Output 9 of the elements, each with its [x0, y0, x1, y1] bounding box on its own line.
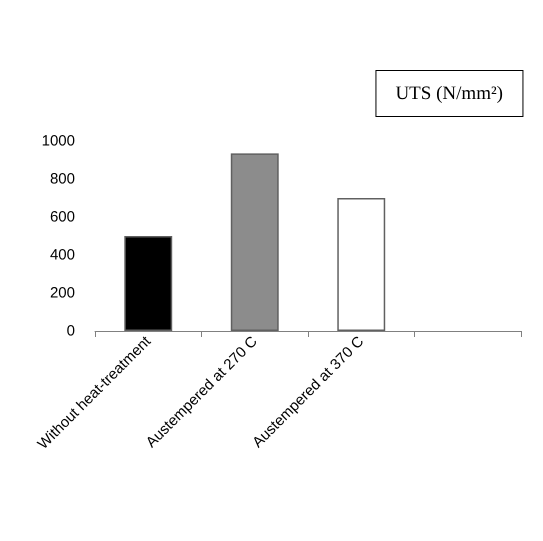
y-tick-label: 600 [50, 208, 75, 226]
y-tick-label: 400 [50, 246, 75, 264]
y-tick-label: 200 [50, 284, 75, 302]
chart-title: UTS (N/mm²) [395, 83, 504, 104]
bar [124, 236, 172, 331]
y-tick-label: 800 [50, 170, 75, 188]
y-tick-label: 0 [66, 322, 75, 340]
bar [337, 198, 386, 331]
y-tick-label: 1000 [42, 132, 75, 150]
